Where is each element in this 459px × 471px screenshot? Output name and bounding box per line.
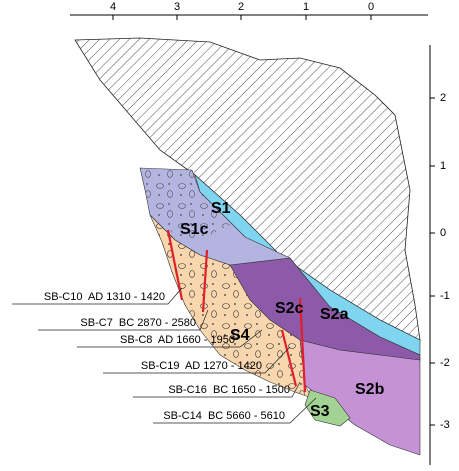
top-tick-label: 3 (174, 1, 180, 13)
top-tick-label: 2 (238, 1, 244, 13)
unit-label: S2c (275, 300, 304, 317)
right-tick-label: -3 (440, 419, 450, 431)
unit-label: S3 (310, 403, 330, 420)
sample-label: SB-C16 BC 1650 - 1500 (168, 384, 290, 396)
top-tick-label: 0 (368, 1, 374, 13)
section-diagram: 4 3 2 1 0 2 1 0 -1 -2 -3 SB-C10 AD 1310 … (0, 0, 459, 471)
right-tick-label: 2 (440, 92, 446, 104)
right-axis (430, 45, 435, 465)
top-axis (70, 15, 428, 20)
sample-label: SB-C19 AD 1270 - 1420 (141, 360, 262, 372)
right-tick-label: -2 (440, 357, 450, 369)
sample-label: SB-C8 AD 1660 - 1950 (120, 334, 235, 346)
top-tick-label: 1 (303, 1, 309, 13)
unit-label: S2b (355, 381, 385, 398)
right-tick-label: 0 (440, 227, 446, 239)
unit-label: S4 (230, 327, 250, 344)
unit-label: S1c (180, 221, 209, 238)
sample-label: SB-C7 BC 2870 - 2580 (80, 317, 196, 329)
right-tick-label: 1 (440, 160, 446, 172)
unit-label: S1 (211, 200, 231, 217)
sample-label: SB-C10 AD 1310 - 1420 (44, 291, 165, 303)
right-tick-label: -1 (440, 290, 450, 302)
sample-label: SB-C14 BC 5660 - 5610 (163, 410, 285, 422)
top-tick-label: 4 (110, 1, 116, 13)
unit-label: S2a (320, 306, 349, 323)
